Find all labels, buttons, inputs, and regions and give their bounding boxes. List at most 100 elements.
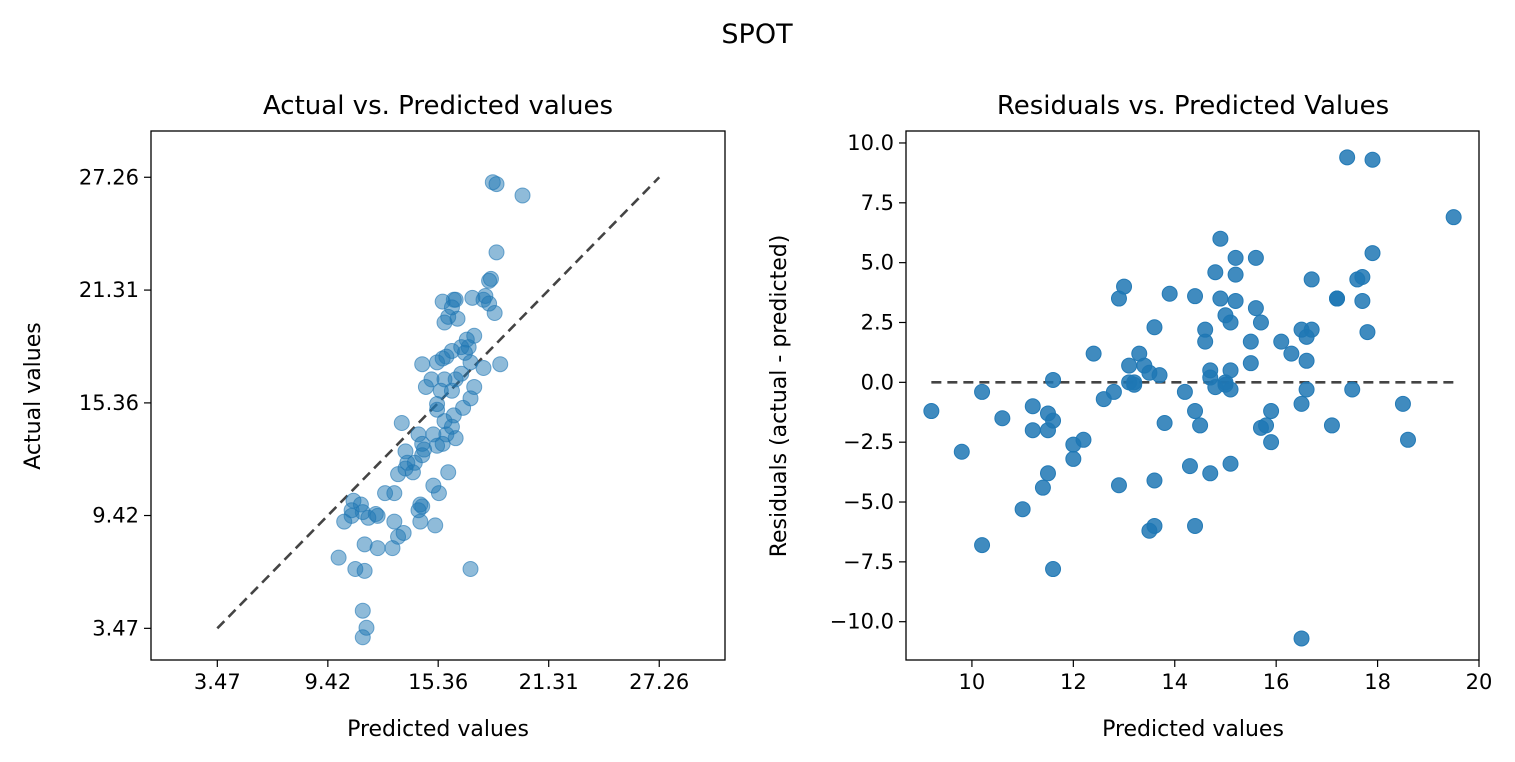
data-point [462, 560, 479, 577]
data-point [1247, 249, 1264, 266]
data-point [1039, 465, 1056, 482]
data-point [1222, 455, 1239, 472]
data-point [1247, 300, 1264, 317]
x-tick-label: 20 [1466, 670, 1493, 694]
data-point [354, 602, 371, 619]
y-tick-label: 27.26 [79, 165, 139, 189]
y-tick-label: 10.0 [847, 131, 894, 155]
data-point [330, 549, 347, 566]
data-point [1359, 324, 1376, 341]
data-point [384, 540, 401, 557]
y-tick-label: 15.36 [79, 391, 139, 415]
x-tick-label: 10 [959, 670, 986, 694]
data-point [386, 485, 403, 502]
y-tick-label: 5.0 [861, 251, 894, 275]
x-tick-label: 14 [1161, 670, 1188, 694]
data-point [1121, 374, 1138, 391]
data-point [1045, 561, 1062, 578]
data-point [1095, 391, 1112, 408]
x-tick-label: 16 [1263, 670, 1290, 694]
data-point [395, 524, 412, 541]
x-tick-label: 12 [1060, 670, 1087, 694]
data-point [1039, 405, 1056, 422]
x-tick-label: 15.36 [408, 670, 468, 694]
data-point [1151, 367, 1168, 384]
data-point [475, 360, 492, 377]
data-point [1065, 436, 1082, 453]
y-tick-label: −2.5 [843, 430, 894, 454]
data-point [1207, 264, 1224, 281]
data-point [953, 443, 970, 460]
y-tick-label: −7.5 [843, 550, 894, 574]
data-point [1181, 458, 1198, 475]
data-point [1024, 398, 1041, 415]
data-point [336, 513, 353, 530]
residuals-ticks: 10 12 14 16 18 20 10.0 7.5 5.0 2.5 0.0 −2.5 −5.0 −7.5… [830, 131, 1493, 694]
actual-vs-predicted-xlabel: Predicted values [347, 717, 529, 742]
data-point [1298, 328, 1315, 345]
data-point [1065, 450, 1082, 467]
data-point [1293, 630, 1310, 647]
data-point [1227, 292, 1244, 309]
data-point [1110, 477, 1127, 494]
data-point [1252, 419, 1269, 436]
data-point [390, 466, 407, 483]
actual-vs-predicted-ylabel: Actual values [21, 322, 46, 469]
data-point [1323, 417, 1340, 434]
data-point [481, 272, 498, 289]
data-point [994, 410, 1011, 427]
data-point [425, 477, 442, 494]
data-point [449, 310, 466, 327]
data-point [923, 403, 940, 420]
residuals-xlabel: Predicted values [1102, 717, 1284, 742]
data-point [1121, 357, 1138, 374]
data-point [1187, 288, 1204, 305]
data-point [488, 176, 505, 193]
x-tick-label: 9.42 [304, 670, 351, 694]
data-point [360, 509, 377, 526]
data-point [1176, 383, 1193, 400]
y-tick-label: 9.42 [92, 504, 139, 528]
data-point [1024, 422, 1041, 439]
y-tick-label: 3.47 [92, 616, 139, 640]
residuals-title: Residuals vs. Predicted Values [997, 91, 1389, 121]
data-point [1354, 292, 1371, 309]
data-point [1303, 271, 1320, 288]
data-point [1039, 422, 1056, 439]
data-point [404, 464, 421, 481]
data-point [429, 401, 446, 418]
residuals-axes-frame [905, 130, 1480, 661]
data-point [1400, 431, 1417, 448]
data-point [974, 537, 991, 554]
data-point [386, 513, 403, 530]
data-point [514, 187, 531, 204]
data-point [434, 350, 451, 367]
data-point [1187, 403, 1204, 420]
data-point [1293, 395, 1310, 412]
y-tick-label: 0.0 [861, 370, 894, 394]
data-point [436, 413, 453, 430]
data-point [410, 502, 427, 519]
x-tick-label: 18 [1364, 670, 1391, 694]
data-point [1273, 333, 1290, 350]
residuals-points [923, 149, 1462, 647]
data-point [1242, 355, 1259, 372]
data-point [1263, 403, 1280, 420]
data-point [1141, 522, 1158, 539]
data-point [1329, 290, 1346, 307]
actual-vs-predicted-dashed-line [216, 176, 661, 630]
data-point [1344, 381, 1361, 398]
data-point [1252, 314, 1269, 331]
data-point [486, 305, 503, 322]
data-point [343, 502, 360, 519]
residuals-panel: Residuals vs. Predicted Values Predicted… [767, 91, 1492, 742]
data-point [1263, 434, 1280, 451]
data-point [1227, 249, 1244, 266]
data-point [1146, 319, 1163, 336]
data-point [1364, 151, 1381, 168]
data-point [1298, 352, 1315, 369]
data-point [1116, 278, 1133, 295]
data-point [440, 464, 457, 481]
data-point [356, 562, 373, 579]
